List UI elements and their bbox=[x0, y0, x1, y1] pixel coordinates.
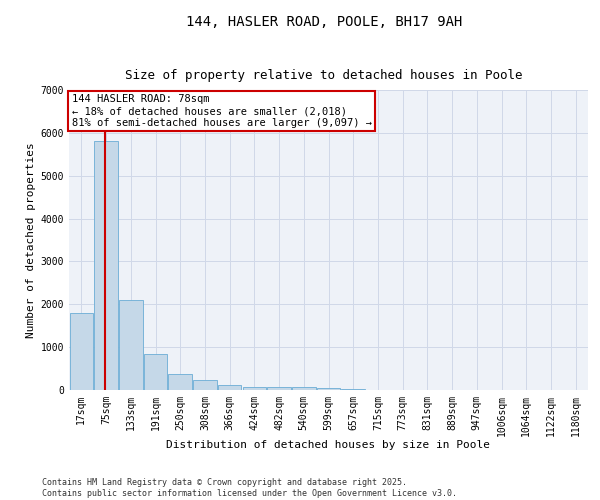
Bar bbox=[144, 354, 167, 390]
Bar bbox=[242, 386, 266, 390]
Bar bbox=[218, 385, 241, 390]
Text: Size of property relative to detached houses in Poole: Size of property relative to detached ho… bbox=[125, 70, 523, 82]
Bar bbox=[341, 389, 365, 390]
Bar bbox=[193, 380, 217, 390]
X-axis label: Distribution of detached houses by size in Poole: Distribution of detached houses by size … bbox=[167, 440, 491, 450]
Text: 144 HASLER ROAD: 78sqm
← 18% of detached houses are smaller (2,018)
81% of semi-: 144 HASLER ROAD: 78sqm ← 18% of detached… bbox=[71, 94, 371, 128]
Bar bbox=[292, 388, 316, 390]
Bar bbox=[94, 140, 118, 390]
Bar bbox=[119, 300, 143, 390]
Y-axis label: Number of detached properties: Number of detached properties bbox=[26, 142, 37, 338]
Bar bbox=[70, 313, 93, 390]
Bar bbox=[317, 388, 340, 390]
Text: Contains HM Land Registry data © Crown copyright and database right 2025.
Contai: Contains HM Land Registry data © Crown c… bbox=[42, 478, 457, 498]
Bar bbox=[268, 386, 291, 390]
Text: 144, HASLER ROAD, POOLE, BH17 9AH: 144, HASLER ROAD, POOLE, BH17 9AH bbox=[186, 16, 462, 30]
Bar bbox=[169, 374, 192, 390]
